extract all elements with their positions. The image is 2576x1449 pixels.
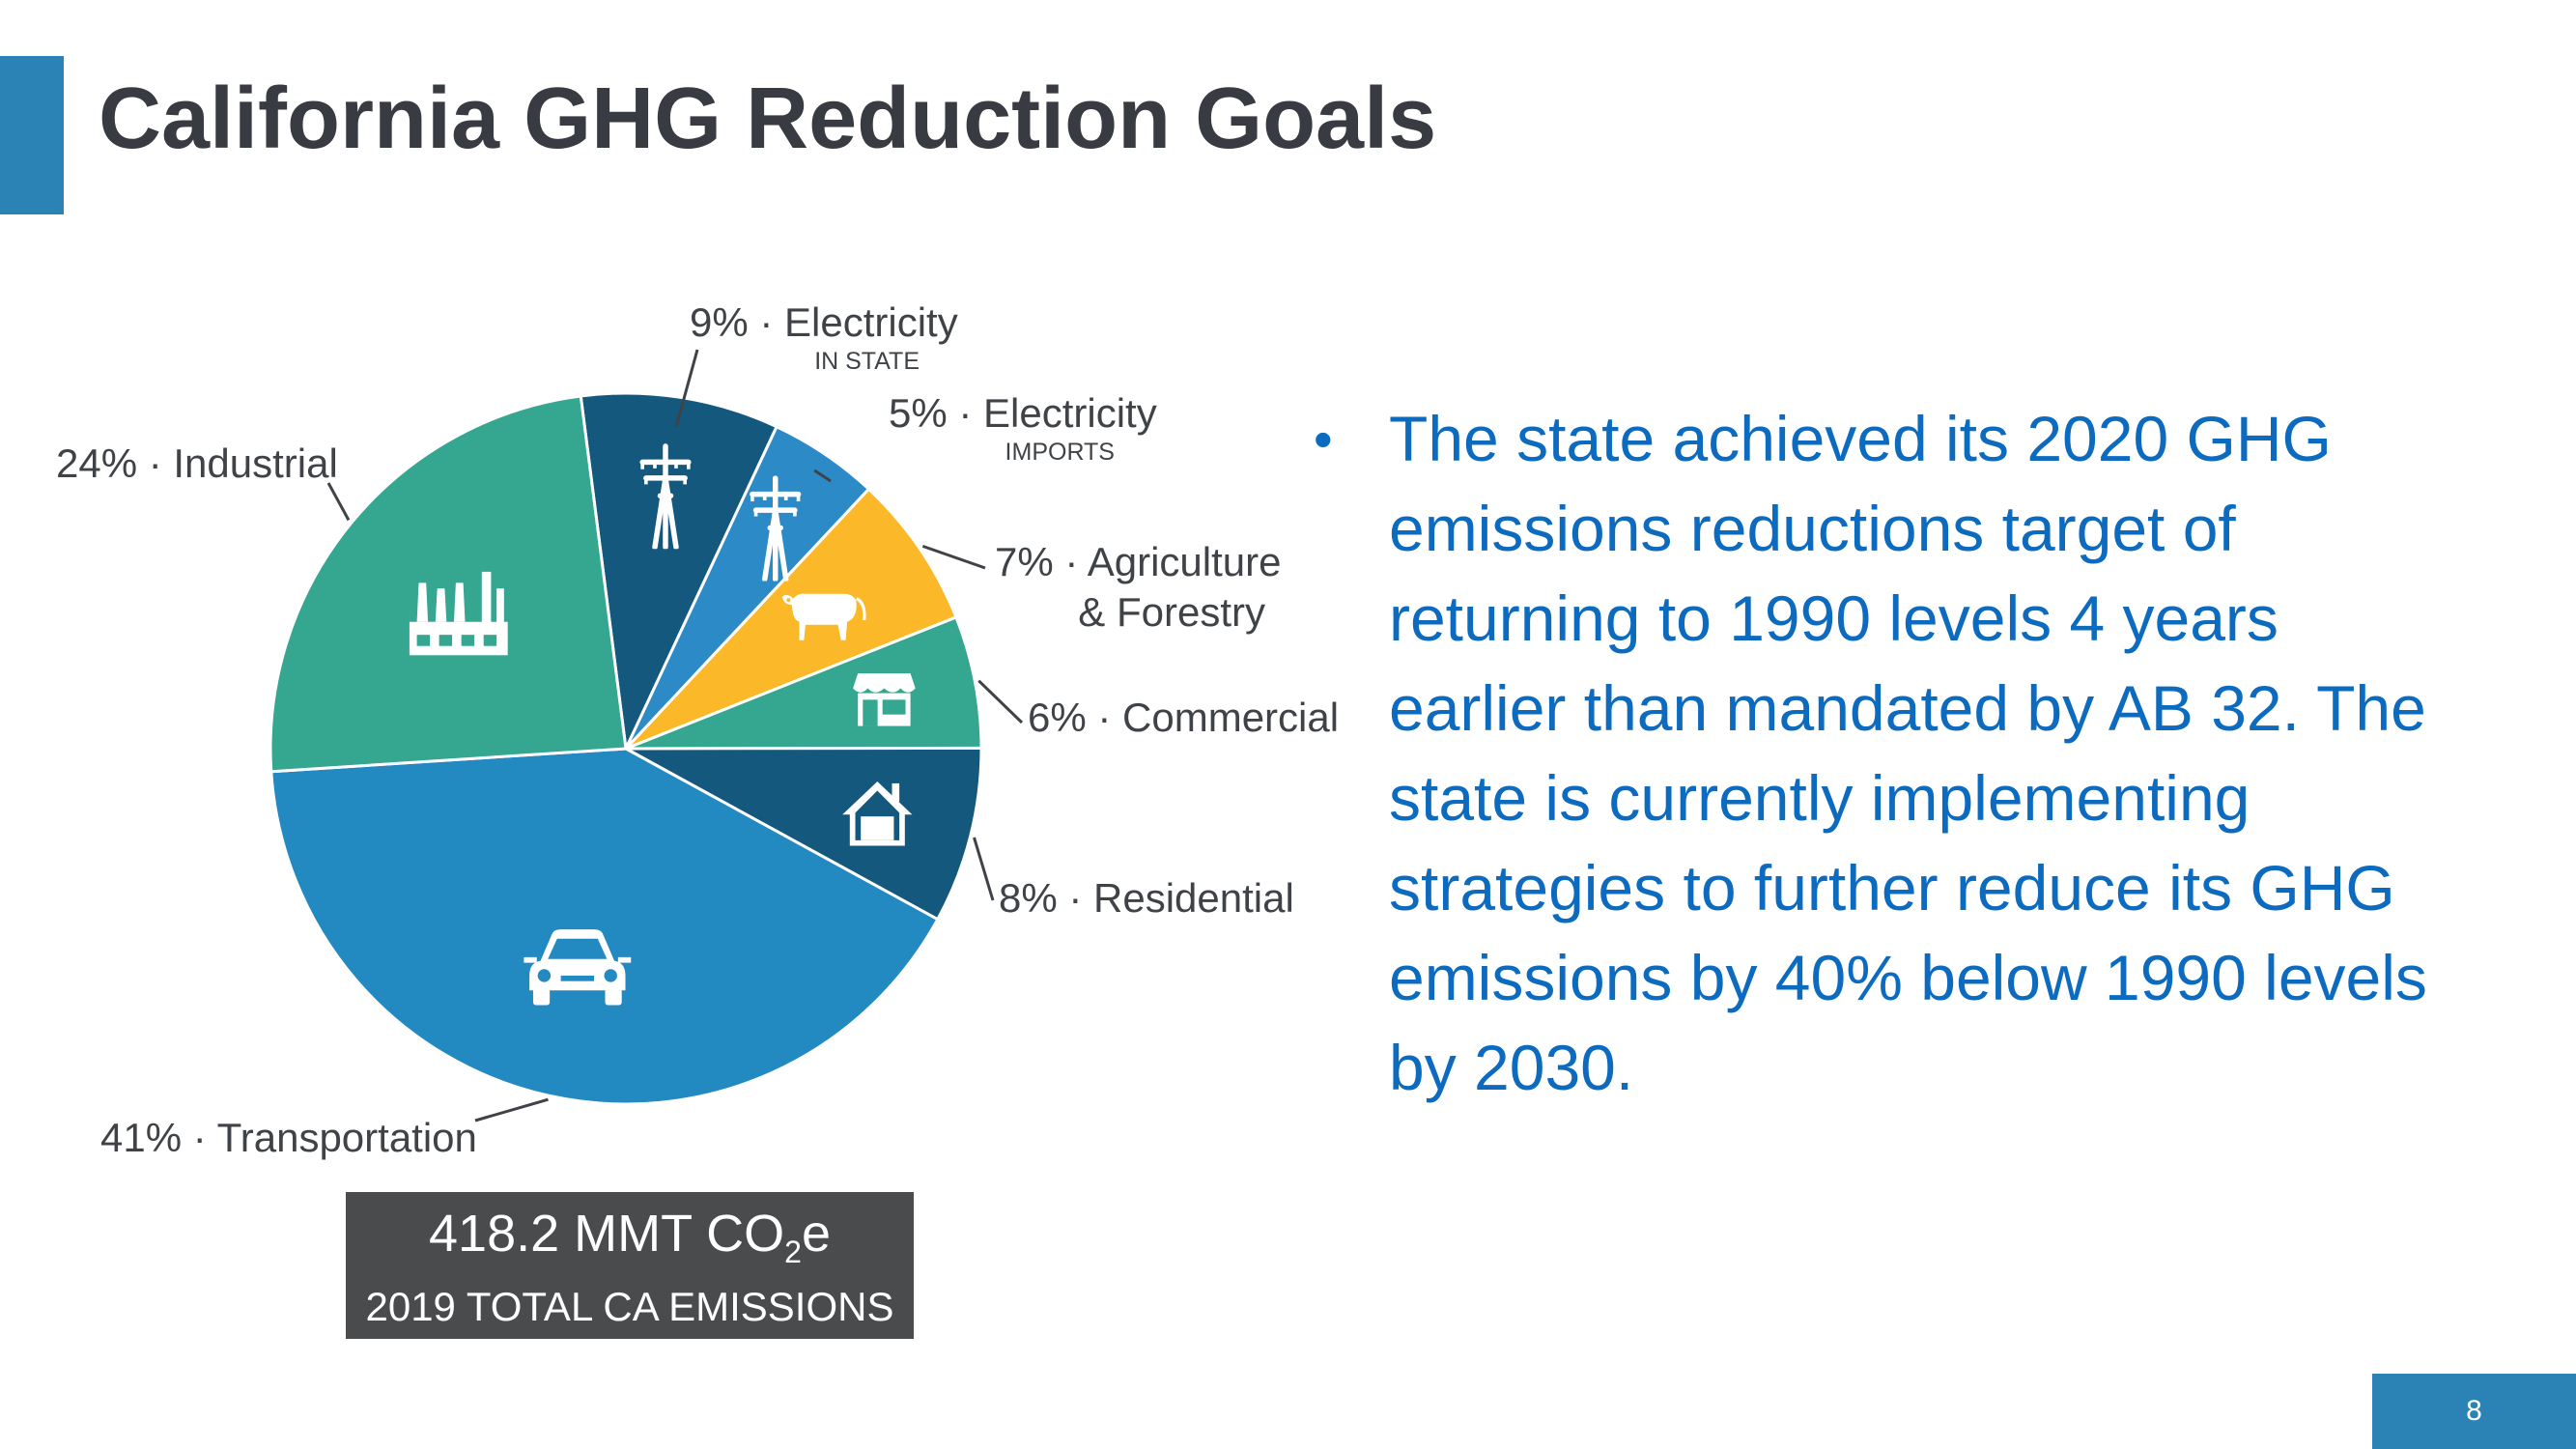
leader-line <box>674 349 699 427</box>
slice-label-agriculture-line2: & Forestry <box>1078 589 1265 635</box>
page-number: 8 <box>2372 1374 2576 1449</box>
leader-line <box>813 469 832 483</box>
pie-slice-transportation <box>269 747 940 1106</box>
total-emissions-box: 418.2 MMT CO2e 2019 TOTAL CA EMISSIONS <box>346 1192 914 1339</box>
leader-line <box>973 837 995 901</box>
leader-line <box>977 679 1024 724</box>
slide-title: California GHG Reduction Goals <box>99 71 1437 167</box>
slice-label-agriculture-line1: 7% · Agriculture <box>995 539 1281 584</box>
bullet-point: • The state achieved its 2020 GHG emissi… <box>1314 394 2473 1113</box>
leader-line <box>326 482 351 522</box>
pie-slice-industrial <box>269 394 628 774</box>
pie-slice-agriculture-forestry <box>624 487 958 751</box>
title-accent-bar <box>0 56 64 214</box>
slice-sublabel-imports: IMPORTS <box>1005 439 1115 466</box>
storefront-icon <box>853 673 916 726</box>
slice-label-industrial: 24% · Industrial <box>56 440 338 486</box>
slice-label-electricity-instate: 9% · Electricity <box>690 299 958 345</box>
slice-label-transportation: 41% · Transportation <box>100 1115 477 1160</box>
bullet-text: The state achieved its 2020 GHG emission… <box>1389 403 2427 1103</box>
pie-chart: 9% · Electricity IN STATE 5% · Electrici… <box>56 299 1339 1160</box>
total-emissions-value: 418.2 MMT CO2e <box>429 1205 831 1269</box>
slice-label-commercial: 6% · Commercial <box>1028 695 1339 740</box>
slice-sublabel-instate: IN STATE <box>814 348 920 375</box>
pie-slice-electricity-in-state <box>579 391 779 754</box>
leader-line <box>921 544 986 570</box>
slice-label-residential: 8% · Residential <box>999 875 1294 921</box>
total-emissions-caption: 2019 TOTAL CA EMISSIONS <box>365 1284 894 1329</box>
leader-line <box>474 1097 549 1122</box>
slice-label-electricity-imports: 5% · Electricity <box>889 390 1157 436</box>
bullet-icon: • <box>1314 409 1333 469</box>
